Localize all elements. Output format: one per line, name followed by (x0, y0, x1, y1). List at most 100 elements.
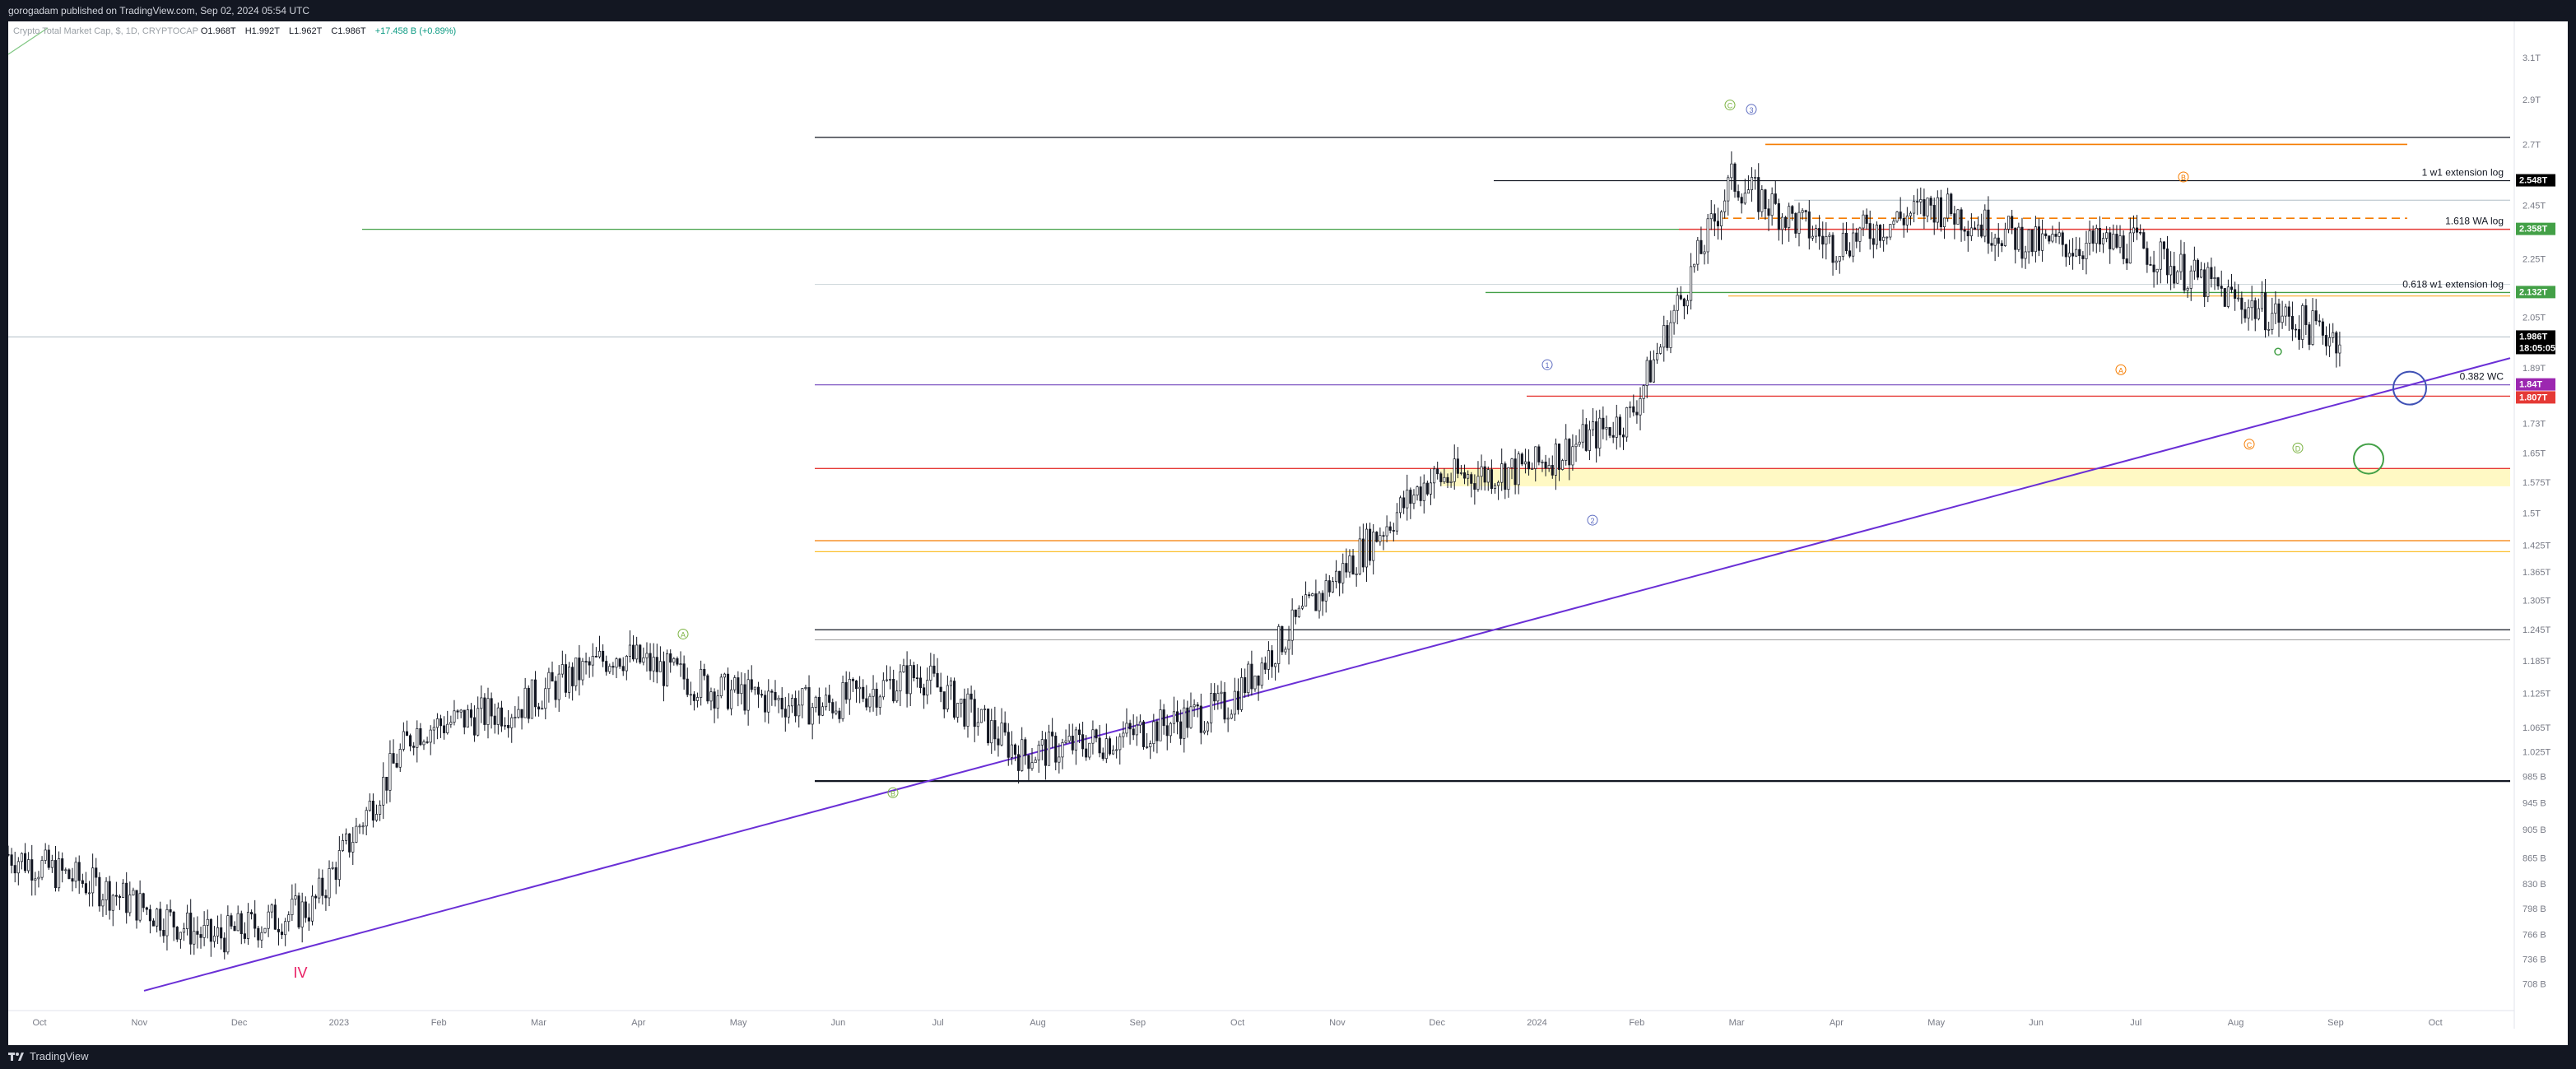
candle-body (388, 753, 392, 791)
candle-body (1149, 743, 1152, 747)
candle-body (1686, 300, 1690, 307)
candle-body (1331, 581, 1334, 593)
candle-body (679, 663, 682, 666)
y-tick-label: 1.185T (2523, 657, 2551, 667)
target-circle-small (2274, 347, 2282, 356)
candle-body (1037, 744, 1040, 760)
candle-body (507, 724, 510, 728)
candle-body (189, 913, 193, 945)
x-tick-label: Jun (831, 1018, 846, 1028)
candle-body (1794, 213, 1797, 234)
candle-body (537, 706, 541, 710)
candle-body (2200, 269, 2203, 278)
candle-body (1146, 746, 1149, 748)
candle-body (1565, 439, 1568, 461)
candle-body (594, 656, 598, 658)
wave-label-circle (1541, 359, 1553, 370)
candle-body (1361, 538, 1365, 568)
candle-body (443, 725, 446, 733)
candle-body (1791, 206, 1794, 214)
candle-body (1757, 177, 1760, 212)
candle-body (365, 810, 368, 827)
x-tick-label: Jun (2029, 1018, 2044, 1028)
candle-body (2192, 259, 2196, 272)
candle-body (1953, 213, 1956, 225)
candle-body (385, 776, 388, 791)
y-tick-label: 3.1T (2523, 53, 2541, 63)
candle-body (2027, 229, 2030, 253)
tradingview-brand[interactable]: TradingView (8, 1050, 89, 1062)
candle-body (902, 665, 905, 672)
candle-body (1517, 453, 1520, 486)
candle-body (2176, 271, 2179, 284)
candle-body (1416, 486, 1419, 495)
candle-body (602, 650, 605, 662)
candle-body (2058, 232, 2061, 237)
candle-body (2237, 297, 2240, 300)
candle-body (1162, 709, 1165, 727)
candle-body (1300, 606, 1304, 609)
candle-body (787, 705, 790, 718)
candle-body (27, 859, 30, 871)
candle-body (1615, 416, 1618, 438)
candle-body (1044, 739, 1047, 766)
candle-body (649, 653, 652, 672)
candle-body (1253, 675, 1257, 690)
candle-body (439, 718, 443, 727)
candle-body (574, 658, 578, 686)
candle-body (2328, 337, 2332, 346)
candle-body (1828, 235, 1831, 237)
candle-body (432, 727, 435, 731)
candle-body (2017, 226, 2020, 250)
target-circle-green (2353, 443, 2384, 475)
y-tick-label: 830 B (2523, 880, 2546, 890)
candle-body (2091, 230, 2095, 244)
footer-bar: TradingView (0, 1045, 2576, 1069)
candle-body (2142, 232, 2146, 249)
candle-body (942, 691, 946, 710)
candle-body (1000, 723, 1003, 746)
candle-body (621, 666, 625, 672)
y-tick-label: 945 B (2523, 798, 2546, 808)
candle-body (419, 728, 422, 746)
candle-body (1064, 740, 1067, 743)
candle-body (263, 927, 267, 933)
candle-body (334, 867, 337, 881)
candle-body (682, 663, 686, 680)
candle-body (737, 677, 740, 695)
candle-body (1551, 465, 1554, 476)
candle-body (979, 709, 983, 723)
candle-body (30, 859, 34, 881)
candle-body (1571, 446, 1574, 466)
candle-body (243, 933, 246, 939)
candle-body (1223, 691, 1226, 720)
candle-body (2196, 259, 2200, 278)
x-tick-label: Sep (1130, 1018, 1146, 1028)
candle-body (889, 679, 892, 681)
chart-frame[interactable]: 1 w1 extension log 1.618 WA log 0.618 w1 e… (8, 21, 2568, 1045)
candle-body (1054, 736, 1058, 763)
candle-body (1226, 718, 1230, 720)
candle-body (246, 912, 250, 939)
y-tick-label: 1.365T (2523, 568, 2551, 578)
candle-body (564, 664, 567, 693)
candle-body (2020, 226, 2024, 259)
candle-body (2136, 227, 2139, 233)
price-label-box (2516, 330, 2555, 343)
candle-body (2186, 288, 2189, 290)
candle-body (713, 691, 716, 709)
candle-body (193, 931, 196, 945)
candle-body (409, 735, 412, 747)
candle-body (172, 911, 175, 927)
candle-body (84, 883, 87, 894)
candle-body (2011, 216, 2014, 229)
chart-svg[interactable]: 1 w1 extension log 1.618 WA log 0.618 w1 e… (8, 21, 2568, 1045)
candle-body (1358, 538, 1361, 574)
candle-body (1831, 235, 1834, 263)
candle-body (220, 927, 223, 939)
candle-body (1318, 593, 1321, 611)
candle-body (2321, 321, 2324, 336)
candle-body (1067, 736, 1071, 741)
candle-body (2308, 324, 2311, 345)
candle-body (196, 931, 199, 935)
